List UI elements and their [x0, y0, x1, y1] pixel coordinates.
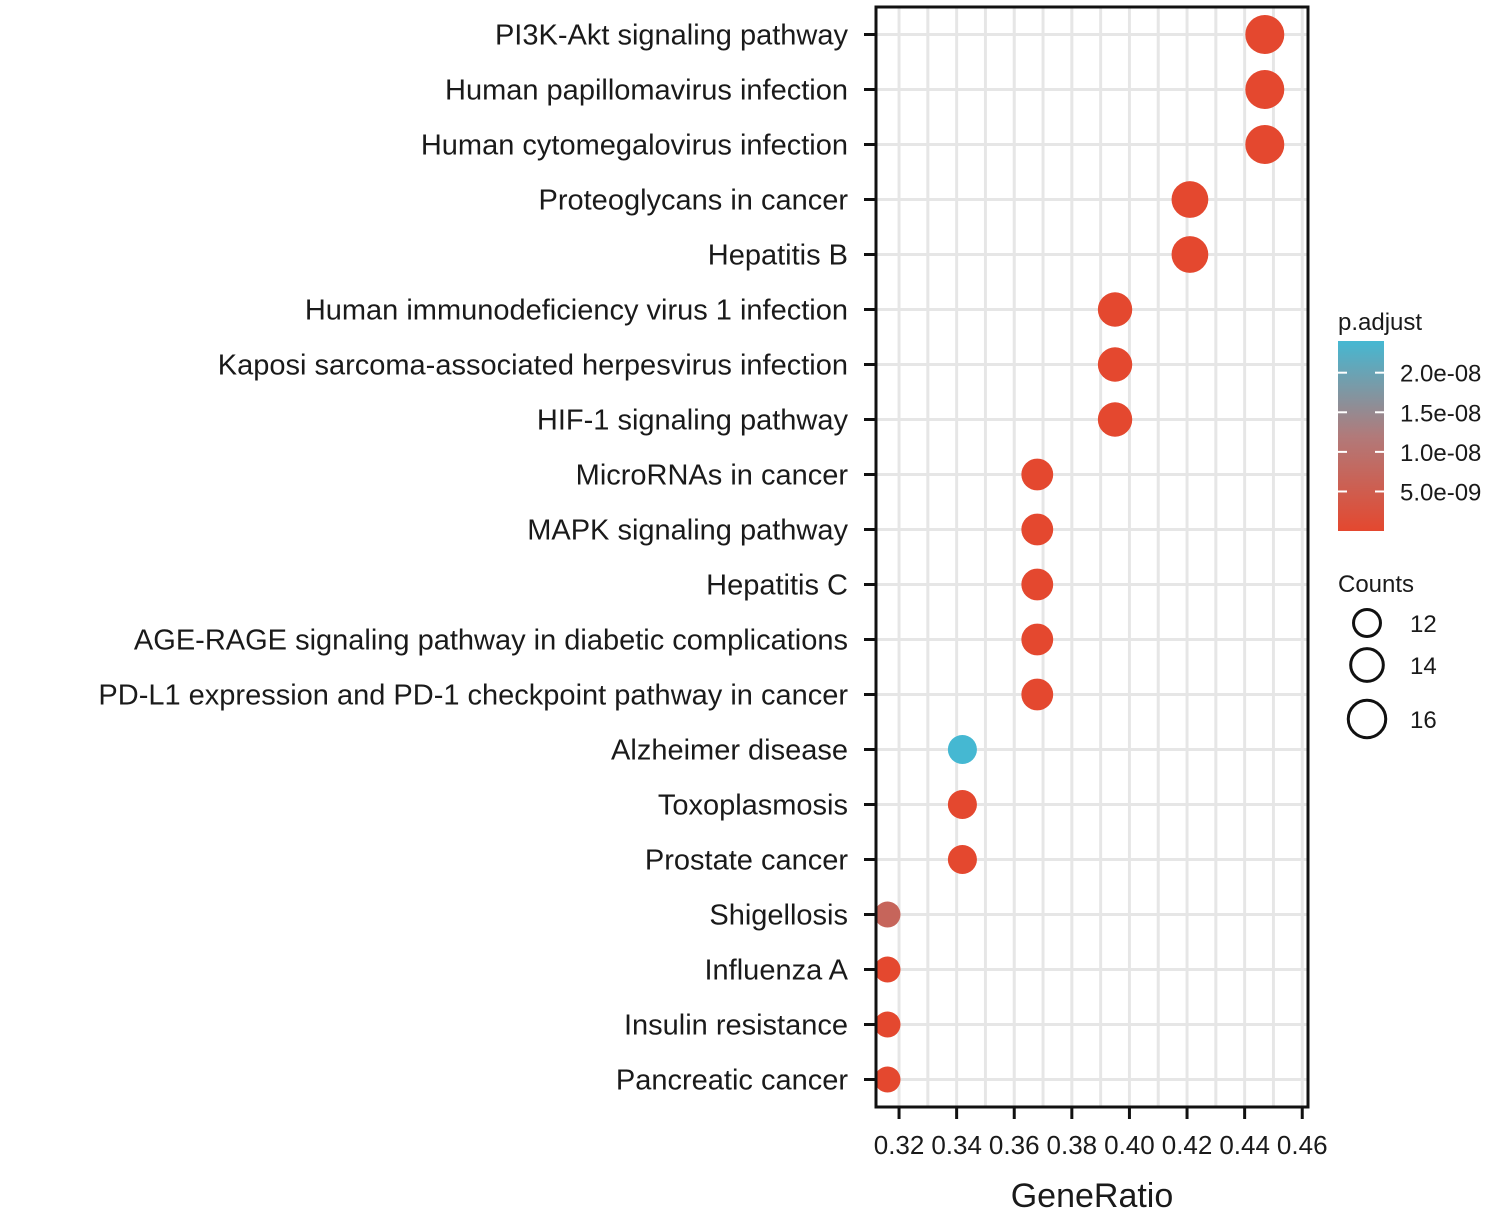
x-axis-title: GeneRatio — [1011, 1177, 1174, 1215]
x-axis: 0.32 0.34 0.36 0.38 0.40 0.42 0.44 0.46 — [874, 1107, 1328, 1160]
color-tick-label: 1.5e-08 — [1400, 400, 1481, 427]
color-tick-label: 1.0e-08 — [1400, 440, 1481, 467]
point-micrornas-in-cancer — [1021, 458, 1054, 491]
category-label-human-cytomegalovirus-infection: Human cytomegalovirus infection — [421, 130, 848, 162]
point-age-rage-signaling-pathway-in-diabetic-complications — [1021, 623, 1054, 656]
size-legend-label: 12 — [1410, 611, 1437, 638]
point-pancreatic-cancer — [874, 1066, 901, 1093]
category-label-pancreatic-cancer: Pancreatic cancer — [616, 1065, 848, 1097]
x-tick-label: 0.40 — [1104, 1130, 1155, 1160]
point-hepatitis-c — [1021, 568, 1054, 601]
category-label-human-papillomavirus-infection: Human papillomavirus infection — [445, 75, 848, 107]
point-human-immunodeficiency-virus-1-infection — [1097, 292, 1133, 327]
category-label-hepatitis-c: Hepatitis C — [706, 570, 848, 602]
point-kaposi-sarcoma-associated-herpesvirus-infection — [1097, 347, 1133, 382]
category-label-hepatitis-b: Hepatitis B — [708, 240, 848, 272]
color-tick-label: 5.0e-09 — [1400, 479, 1481, 506]
category-label-proteoglycans-in-cancer: Proteoglycans in cancer — [539, 185, 849, 217]
size-legend-label: 16 — [1410, 707, 1437, 734]
category-label-influenza-a: Influenza A — [705, 955, 849, 987]
point-alzheimer-disease — [947, 734, 977, 765]
color-bar — [1338, 341, 1384, 531]
category-label-alzheimer-disease: Alzheimer disease — [611, 735, 848, 767]
x-tick-label: 0.46 — [1277, 1130, 1328, 1160]
category-label-pd-l1-expression-and-pd-1-checkpoint-pathway-in-cancer: PD-L1 expression and PD-1 checkpoint pat… — [98, 680, 848, 712]
point-human-papillomavirus-infection — [1245, 70, 1285, 109]
x-tick-label: 0.32 — [874, 1130, 925, 1160]
category-label-pi3k-akt-signaling-pathway: PI3K-Akt signaling pathway — [495, 20, 849, 52]
size-legend-label: 14 — [1410, 653, 1437, 680]
size-legend-circle — [1349, 647, 1385, 683]
point-prostate-cancer — [947, 844, 977, 875]
category-label-human-immunodeficiency-virus-1-infection: Human immunodeficiency virus 1 infection — [305, 295, 848, 327]
point-pi3k-akt-signaling-pathway — [1245, 15, 1285, 54]
point-human-cytomegalovirus-infection — [1245, 125, 1285, 164]
category-label-toxoplasmosis: Toxoplasmosis — [658, 790, 848, 822]
data-points — [874, 15, 1285, 1093]
x-tick-label: 0.34 — [931, 1130, 982, 1160]
category-label-mapk-signaling-pathway: MAPK signaling pathway — [527, 515, 848, 547]
x-tick-label: 0.42 — [1162, 1130, 1213, 1160]
x-tick-label: 0.38 — [1047, 1130, 1098, 1160]
color-tick-label: 2.0e-08 — [1400, 361, 1481, 388]
color-legend-title: p.adjust — [1338, 309, 1422, 336]
grid — [876, 7, 1308, 1107]
y-axis: PI3K-Akt signaling pathway Human papillom… — [98, 20, 876, 1097]
point-influenza-a — [874, 956, 901, 983]
category-label-shigellosis: Shigellosis — [709, 900, 848, 932]
color-legend-ticks: 2.0e-08 1.5e-08 1.0e-08 5.0e-09 — [1338, 361, 1481, 506]
point-mapk-signaling-pathway — [1021, 513, 1054, 546]
size-legend-title: Counts — [1338, 571, 1414, 598]
x-tick-label: 0.44 — [1219, 1130, 1270, 1160]
point-hif-1-signaling-pathway — [1097, 402, 1133, 437]
point-toxoplasmosis — [947, 789, 977, 820]
size-legend-items: 12 14 16 — [1346, 608, 1437, 740]
category-label-age-rage-signaling-pathway-in-diabetic-complications: AGE-RAGE signaling pathway in diabetic c… — [134, 625, 848, 657]
point-insulin-resistance — [874, 1011, 901, 1038]
category-label-prostate-cancer: Prostate cancer — [645, 845, 848, 877]
category-label-kaposi-sarcoma-associated-herpesvirus-infection: Kaposi sarcoma-associated herpesvirus in… — [218, 350, 848, 382]
x-tick-label: 0.36 — [989, 1130, 1040, 1160]
point-hepatitis-b — [1171, 236, 1209, 273]
category-label-insulin-resistance: Insulin resistance — [624, 1010, 848, 1042]
point-shigellosis — [874, 901, 901, 928]
category-label-micrornas-in-cancer: MicroRNAs in cancer — [576, 460, 849, 492]
size-legend-circle — [1346, 698, 1388, 740]
plot-border — [874, 5, 1310, 1109]
size-legend-circle — [1352, 608, 1382, 638]
point-proteoglycans-in-cancer — [1171, 181, 1209, 218]
legend: p.adjust 2.0e-08 1.5e-08 1.0e-08 5.0e-09 Co… — [1338, 309, 1481, 740]
point-pd-l1-expression-and-pd-1-checkpoint-pathway-in-cancer — [1021, 678, 1054, 711]
category-label-hif-1-signaling-pathway: HIF-1 signaling pathway — [537, 405, 849, 437]
